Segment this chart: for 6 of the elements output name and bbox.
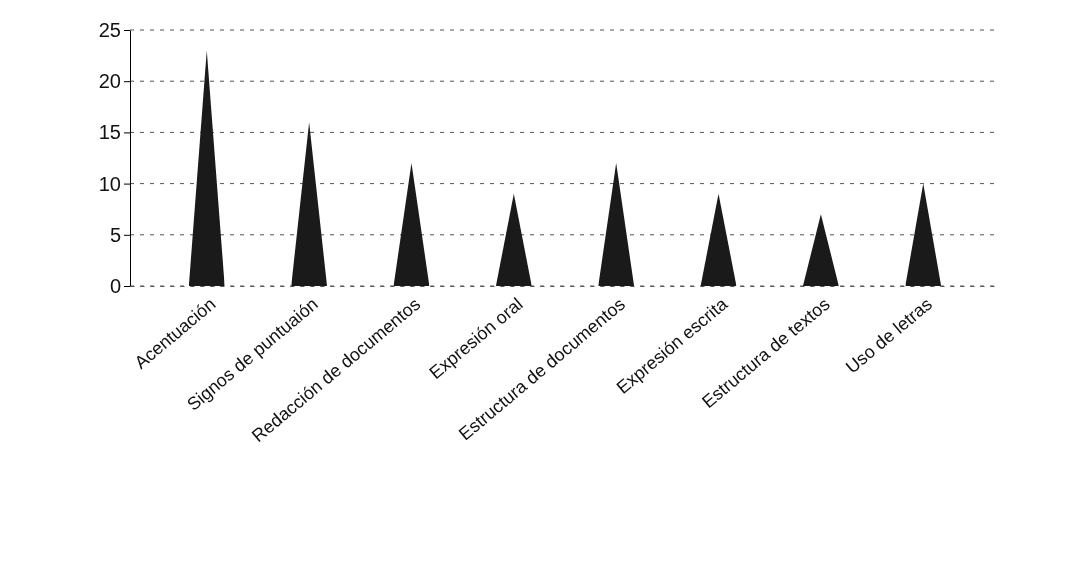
y-tick-label: 20 — [98, 70, 121, 93]
y-tick-label: 0 — [109, 274, 121, 297]
y-tick-label: 10 — [98, 172, 121, 195]
y-tick-label: 15 — [98, 121, 121, 144]
y-tick-label: 5 — [109, 223, 121, 246]
y-tick-label: 25 — [98, 18, 121, 41]
